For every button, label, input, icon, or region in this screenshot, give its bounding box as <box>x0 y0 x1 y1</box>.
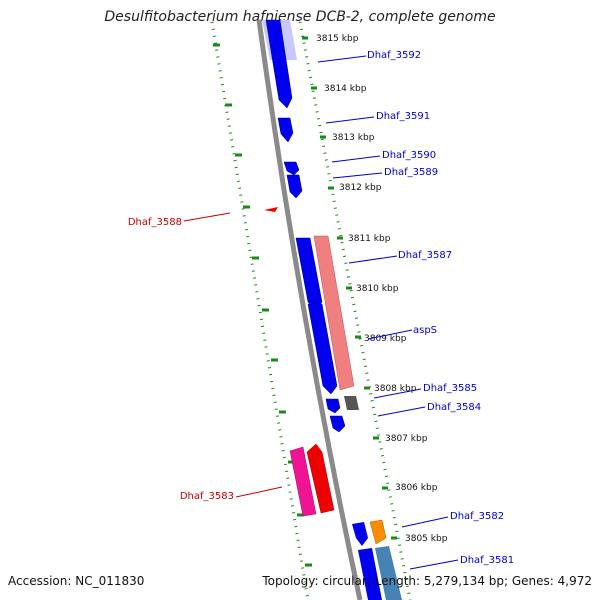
accession-label: Accession: NC_011830 <box>8 574 145 588</box>
forward-leader-lines <box>317 55 459 570</box>
kbp-label: 3810 kbp <box>356 284 399 294</box>
gene-dhaf-3590 <box>283 161 300 176</box>
kbp-label: 3814 kbp <box>324 84 367 94</box>
gene-dhaf-3588 <box>264 207 278 212</box>
gene-label: Dhaf_3585 <box>423 383 477 394</box>
kbp-label: 3808 kbp <box>374 384 417 394</box>
reverse-leader-lines <box>183 212 283 498</box>
genome-backbone <box>256 19 363 600</box>
genome-summary: Topology: circular; Length: 5,279,134 bp… <box>262 574 592 588</box>
forward-major-ticks <box>302 36 397 540</box>
gene-dhaf-3582-blue <box>352 522 368 546</box>
kbp-label: 3806 kbp <box>395 483 438 493</box>
map-title: Desulfitobacterium hafniense DCB-2, comp… <box>104 9 496 25</box>
kbp-label: 3813 kbp <box>332 133 375 143</box>
gene-outer-gray <box>344 396 359 410</box>
gene-dhaf-3581-blue <box>358 548 382 600</box>
kbp-labels: 3815 kbp 3814 kbp 3813 kbp 3812 kbp 3811… <box>316 34 448 544</box>
kbp-label: 3811 kbp <box>348 234 391 244</box>
forward-ruler <box>298 21 412 600</box>
gene-outer-salmon <box>313 235 355 391</box>
gene-dhaf-3584 <box>329 415 346 433</box>
gene-dhaf-3583-red <box>306 443 335 514</box>
gene-label: Dhaf_3590 <box>382 150 436 161</box>
gene-label: Dhaf_3582 <box>450 511 504 522</box>
kbp-label: 3807 kbp <box>385 434 428 444</box>
gene-label: Dhaf_3592 <box>367 50 421 61</box>
gene-label: Dhaf_3583 <box>180 491 234 502</box>
kbp-label: 3812 kbp <box>339 183 382 193</box>
gene-label: Dhaf_3589 <box>384 167 438 178</box>
gene-dhaf-3589 <box>286 174 303 199</box>
gene-label: Dhaf_3591 <box>376 111 430 122</box>
gene-label: aspS <box>413 325 437 336</box>
kbp-label: 3809 kbp <box>364 334 407 344</box>
gene-dhaf-3581-steel <box>375 546 402 600</box>
gene-dhaf-3585 <box>325 398 341 414</box>
gene-label: Dhaf_3588 <box>128 217 182 228</box>
forward-genes <box>265 19 346 433</box>
gene-dhaf-3591 <box>277 117 294 143</box>
kbp-label: 3805 kbp <box>405 534 448 544</box>
gene-dhaf-3582-orange <box>369 519 387 545</box>
gene-label: Dhaf_3584 <box>427 402 481 413</box>
kbp-label: 3815 kbp <box>316 34 359 44</box>
gene-asps <box>307 303 338 395</box>
forward-gene-labels: Dhaf_3592 Dhaf_3591 Dhaf_3590 Dhaf_3589 … <box>367 50 514 566</box>
gene-label: Dhaf_3587 <box>398 250 452 261</box>
gene-dhaf-3592 <box>265 19 293 109</box>
gene-label: Dhaf_3581 <box>460 555 514 566</box>
reverse-gene-labels: Dhaf_3588 Dhaf_3583 <box>128 217 234 502</box>
reverse-ruler <box>210 21 310 600</box>
gene-dhaf-3583-pink <box>289 446 317 517</box>
